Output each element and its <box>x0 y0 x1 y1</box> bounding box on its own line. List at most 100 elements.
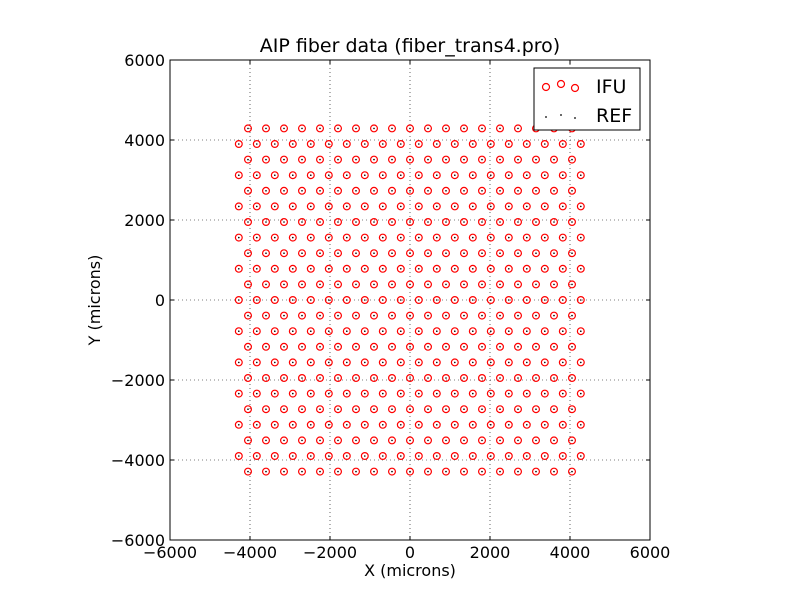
ifu-point <box>396 452 405 461</box>
ifu-point <box>324 389 333 398</box>
ifu-point <box>262 436 271 445</box>
ref-point <box>382 143 384 145</box>
ifu-point <box>496 342 505 351</box>
ifu-point <box>460 467 469 476</box>
ifu-point <box>334 249 343 258</box>
ifu-point <box>288 264 297 273</box>
ref-point <box>337 346 339 348</box>
ref-point <box>535 377 537 379</box>
ref-point <box>310 236 312 239</box>
ifu-point <box>244 467 253 476</box>
ref-point <box>517 314 519 317</box>
ref-point <box>454 392 456 395</box>
ref-point <box>454 455 456 457</box>
ifu-point <box>388 405 397 414</box>
ifu-point <box>370 186 379 195</box>
ifu-point <box>522 420 531 429</box>
ifu-point <box>576 358 585 367</box>
ifu-point <box>316 467 325 476</box>
ifu-point <box>432 296 441 305</box>
ifu-point <box>288 140 297 149</box>
ifu-point <box>522 452 531 461</box>
ifu-point <box>576 171 585 180</box>
ref-point <box>436 299 438 301</box>
ref-point <box>382 392 384 395</box>
ref-point <box>364 236 366 239</box>
ref-point <box>283 470 285 473</box>
ref-point <box>238 205 240 208</box>
ifu-point <box>270 140 279 149</box>
ifu-point <box>270 358 279 367</box>
ref-point <box>508 174 510 176</box>
ref-point <box>535 408 537 411</box>
ifu-point <box>576 202 585 211</box>
ifu-point <box>252 389 261 398</box>
ref-point <box>544 361 546 364</box>
ifu-point <box>432 264 441 273</box>
ifu-point <box>342 452 351 461</box>
ifu-point <box>316 280 325 289</box>
ifu-point <box>558 327 567 336</box>
ref-point <box>445 221 447 223</box>
ref-point <box>508 143 510 145</box>
ifu-point <box>270 420 279 429</box>
ref-point <box>580 424 582 426</box>
ref-point <box>427 283 429 286</box>
ref-point <box>427 408 429 411</box>
ref-point <box>373 439 375 442</box>
ref-point <box>255 205 258 208</box>
ref-point <box>265 314 267 317</box>
ref-point <box>427 377 429 379</box>
ref-point <box>391 190 393 192</box>
ifu-point <box>558 420 567 429</box>
ref-point <box>238 236 240 239</box>
ref-point <box>310 455 312 457</box>
ifu-point <box>316 311 325 320</box>
ifu-point <box>432 420 441 429</box>
ifu-point <box>252 452 261 461</box>
ifu-point <box>360 171 369 180</box>
ifu-point <box>496 186 505 195</box>
ref-point <box>400 174 402 176</box>
ifu-point <box>540 202 549 211</box>
ifu-point <box>288 389 297 398</box>
ifu-point <box>352 436 361 445</box>
ifu-point <box>288 233 297 242</box>
ref-point <box>265 190 267 192</box>
ref-point <box>481 283 483 286</box>
x-tick-label: 6000 <box>630 543 671 562</box>
ref-point <box>400 268 402 270</box>
ifu-point <box>414 327 423 336</box>
ifu-point <box>378 358 387 367</box>
ifu-point <box>450 389 459 398</box>
ref-point <box>346 424 348 426</box>
ifu-point <box>558 296 567 305</box>
ifu-point <box>496 249 505 258</box>
ref-point <box>238 330 240 333</box>
ifu-point <box>244 436 253 445</box>
ref-point <box>535 314 537 317</box>
ifu-point <box>478 374 487 383</box>
ref-point <box>580 299 582 301</box>
ifu-point <box>414 202 423 211</box>
ref-point <box>535 470 537 473</box>
ref-point <box>382 330 384 333</box>
ref-point <box>310 268 312 270</box>
ifu-point <box>424 436 433 445</box>
ref-point <box>580 392 582 395</box>
ref-point <box>454 174 456 176</box>
ref-point <box>571 221 573 223</box>
ifu-point <box>432 202 441 211</box>
ref-point <box>526 205 528 208</box>
ifu-point <box>324 140 333 149</box>
ifu-point <box>396 140 405 149</box>
ifu-point <box>406 374 415 383</box>
ifu-point <box>496 374 505 383</box>
ifu-point <box>396 296 405 305</box>
ref-point <box>472 361 474 364</box>
ifu-point <box>432 233 441 242</box>
ref-point <box>400 205 402 208</box>
ifu-point <box>468 420 477 429</box>
ifu-point <box>414 420 423 429</box>
ifu-point <box>298 124 307 133</box>
